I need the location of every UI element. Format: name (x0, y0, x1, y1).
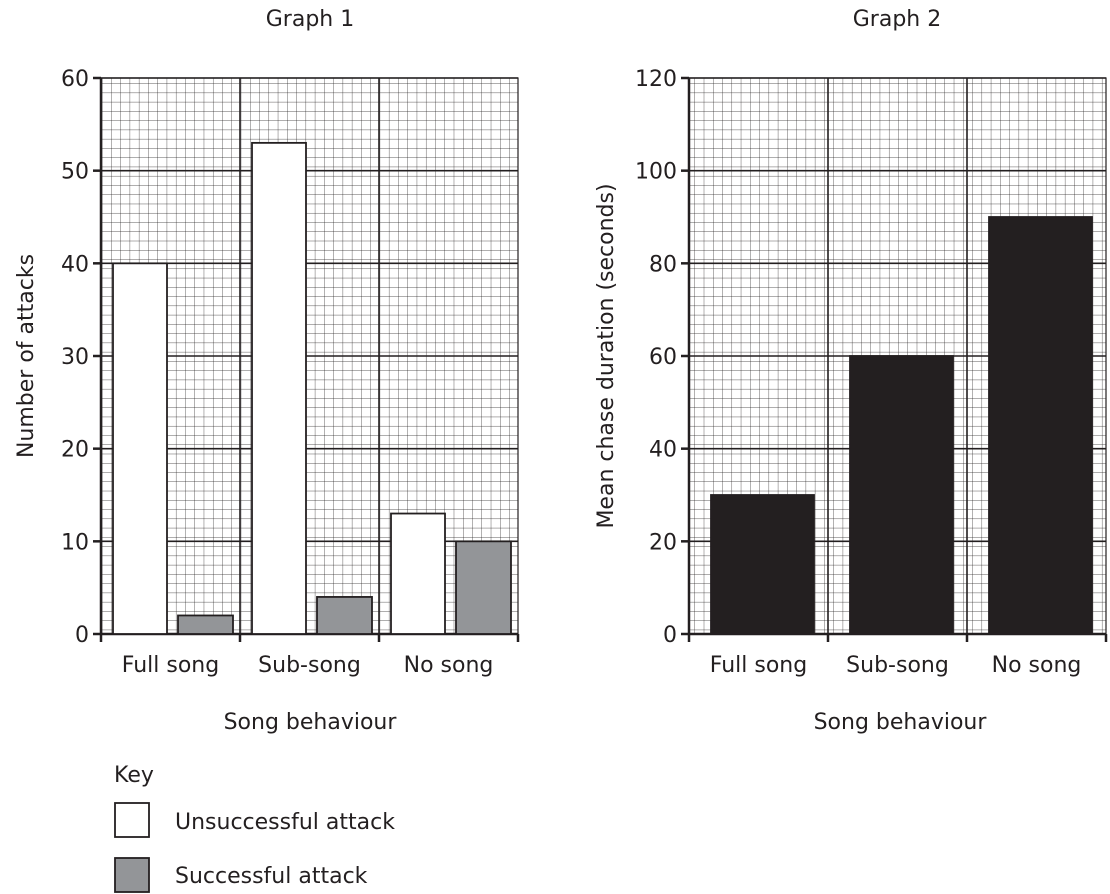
graph-1-y-ticks: 0 10 20 30 40 50 60 (61, 67, 101, 648)
x-tick-label: Sub-song (846, 653, 949, 678)
y-tick-label: 0 (663, 623, 677, 648)
y-tick-label: 60 (649, 345, 677, 370)
bar-full-song-series-2 (177, 614, 234, 635)
x-tick-label: Full song (122, 653, 219, 678)
graph-2: Graph 2 0 20 40 60 80 100 120 Full song Sub-son… (594, 7, 1108, 735)
y-tick-label: 80 (649, 252, 677, 277)
graph-1-bars (112, 141, 512, 635)
x-tick-label: Sub-song (258, 653, 361, 678)
bar-full-song-series-1 (710, 494, 815, 635)
bar-no-song-series-2 (455, 540, 512, 635)
y-tick-label: 0 (75, 623, 89, 648)
y-tick-label: 100 (635, 160, 677, 185)
graph-1-x-ticks: Full song Sub-song No song (99, 634, 520, 678)
y-tick-label: 20 (61, 438, 89, 463)
graph-2-bars (710, 216, 1093, 635)
bar-sub-song-series-2 (316, 596, 373, 635)
y-tick-label: 40 (649, 438, 677, 463)
y-tick-label: 10 (61, 530, 89, 555)
y-tick-label: 30 (61, 345, 89, 370)
graph-1-title: Graph 1 (266, 7, 354, 32)
legend-title: Key (114, 763, 154, 788)
graph-2-y-ticks: 0 20 40 60 80 100 120 (635, 67, 689, 648)
y-tick-label: 60 (61, 67, 89, 92)
graph-2-x-axis-label: Song behaviour (814, 710, 988, 735)
bar-no-song-series-1 (988, 216, 1093, 635)
bar-sub-song-series-1 (849, 355, 954, 635)
graph-2-title: Graph 2 (853, 7, 941, 32)
bar-full-song-series-1 (112, 262, 168, 635)
y-tick-label: 20 (649, 530, 677, 555)
bar-sub-song-series-1 (251, 141, 307, 635)
graph-1: Graph 1 0 10 20 30 40 50 60 Full song Sub-song N… (14, 7, 520, 735)
y-tick-label: 50 (61, 160, 89, 185)
legend-swatch-unsuccessful (114, 802, 150, 838)
legend: Key Unsuccessful attack Successful attac… (114, 763, 395, 893)
legend-label-successful: Successful attack (175, 864, 368, 889)
legend-label-unsuccessful: Unsuccessful attack (175, 810, 395, 835)
y-tick-label: 40 (61, 252, 89, 277)
graph-1-y-axis-label: Number of attacks (14, 254, 39, 458)
graph-2-x-ticks: Full song Sub-song No song (687, 634, 1108, 678)
graph-2-y-axis-label: Mean chase duration (seconds) (594, 183, 619, 528)
x-tick-label: No song (404, 653, 494, 678)
x-tick-label: No song (992, 653, 1082, 678)
graph-1-x-axis-label: Song behaviour (224, 710, 398, 735)
y-tick-label: 120 (635, 67, 677, 92)
legend-swatch-successful (114, 857, 150, 893)
x-tick-label: Full song (710, 653, 807, 678)
bar-no-song-series-1 (390, 512, 446, 635)
